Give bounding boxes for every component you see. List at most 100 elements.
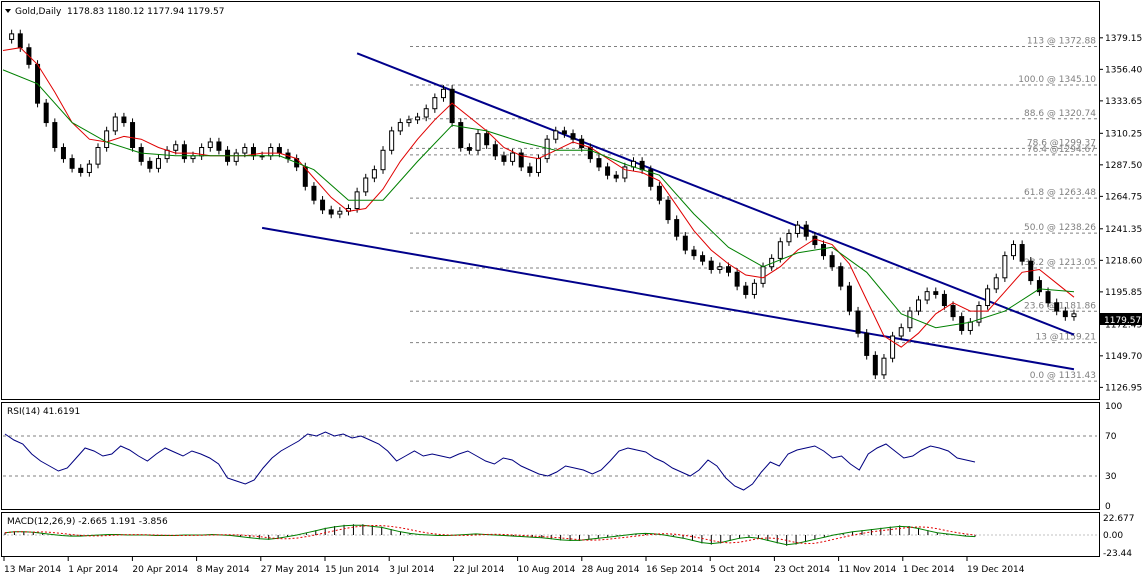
macd-tick-label: 22.677 — [1103, 514, 1135, 524]
candle-body — [846, 285, 852, 312]
candle-body — [1002, 255, 1008, 279]
candle-body — [371, 169, 377, 179]
macd-label: MACD(12,26,9) -2.665 1.191 -3.856 — [7, 517, 168, 527]
candle-body — [570, 133, 576, 140]
current-price-tag — [1100, 313, 1142, 325]
date-tick-label: 13 Mar 2014 — [4, 565, 61, 575]
date-tick-label: 16 Sep 2014 — [646, 565, 703, 575]
date-tick-label: 1 Apr 2014 — [68, 565, 118, 575]
price-tick-label: 1333.65 — [1105, 97, 1142, 107]
candle-body — [976, 305, 982, 323]
candle-body — [78, 167, 84, 173]
candle-body — [933, 291, 939, 295]
candle-body — [708, 260, 714, 270]
candle-body — [1045, 291, 1051, 304]
candle-body — [458, 122, 464, 149]
candle-body — [898, 327, 904, 337]
date-tick-label: 10 Aug 2014 — [518, 565, 576, 575]
candle-body — [1036, 280, 1042, 293]
candle-body — [164, 149, 170, 160]
rsi-tick-label: 0 — [1105, 502, 1111, 512]
candle-body — [665, 199, 671, 221]
candle-body — [17, 33, 23, 49]
candle-body — [1062, 310, 1068, 318]
candle-body — [69, 158, 75, 169]
candle-body — [112, 116, 118, 132]
fib-level-label: 0.0 @ 1131.43 — [1030, 371, 1096, 381]
candle-body — [561, 130, 567, 135]
candle-body — [268, 147, 274, 157]
candle-body — [700, 255, 706, 262]
candle-body — [924, 291, 930, 301]
price-tick-label: 1379.15 — [1105, 34, 1142, 44]
candle-body — [527, 166, 533, 173]
candle-body — [518, 152, 524, 168]
fib-level-label: 78.6 @1299.37 — [1027, 138, 1096, 148]
date-tick-label: 22 Jul 2014 — [453, 565, 504, 575]
date-tick-label: 1 Dec 2014 — [903, 565, 955, 575]
macd-signal-line — [4, 524, 976, 545]
candle-body — [363, 177, 369, 193]
candle-body — [734, 271, 740, 287]
date-tick-label: 8 May 2014 — [197, 565, 250, 575]
candle-body — [466, 147, 472, 151]
candle-body — [985, 288, 991, 307]
price-tick-label: 1172.45 — [1105, 320, 1142, 330]
candle-body — [510, 152, 516, 162]
ma-red-line — [2, 47, 1075, 348]
candle-body — [406, 119, 412, 124]
candle-body — [397, 122, 403, 132]
candle-body — [147, 160, 153, 169]
candle-body — [691, 249, 697, 257]
price-tick-label: 1264.75 — [1105, 192, 1142, 202]
candle-body — [674, 219, 680, 237]
candle-body — [993, 277, 999, 290]
candle-body — [587, 147, 593, 160]
candle-body — [492, 144, 498, 157]
candle-body — [423, 108, 429, 118]
candle-body — [838, 266, 844, 287]
macd-indicator: 22.677 0.00 -23.44 — [3, 514, 1135, 559]
candle-body — [717, 266, 723, 270]
fib-level-label: 50.0 @ 1238.26 — [1024, 223, 1096, 233]
fibonacci-levels: 113 @ 1372.88 100.0 @ 1345.10 88.6 @ 1320.… — [410, 37, 1097, 382]
rsi-tick-label: 70 — [1105, 432, 1117, 442]
price-axis: 1379.15 1356.40 1333.65 1310.25 1287.50 1264.… — [1099, 34, 1142, 393]
candle-body — [484, 133, 490, 146]
ma-green-line — [2, 69, 1075, 329]
date-tick-label: 28 Aug 2014 — [582, 565, 640, 575]
date-tick-label: 20 Apr 2014 — [132, 565, 188, 575]
candle-body — [786, 232, 792, 243]
candle-body — [803, 224, 809, 237]
candle-body — [233, 152, 239, 162]
rsi-tick-label: 30 — [1105, 472, 1117, 482]
candle-body — [302, 166, 308, 187]
current-price-label: 1179.57 — [1104, 316, 1141, 326]
candle-body — [751, 282, 757, 295]
candle-body — [415, 116, 421, 121]
candle-body — [950, 305, 956, 318]
fib-level-label: 88.6 @ 1320.74 — [1024, 109, 1096, 119]
date-tick-label: 19 Dec 2014 — [967, 565, 1025, 575]
candle-body — [121, 116, 127, 124]
collapse-triangle-icon[interactable] — [5, 9, 11, 13]
fib-level-label: 76.4 @1294.67 — [1027, 145, 1096, 155]
candle-body — [328, 209, 334, 215]
candle-body — [95, 147, 101, 165]
candle-body — [276, 147, 282, 154]
candle-body — [86, 163, 92, 173]
candle-body — [941, 293, 947, 307]
candle-body — [1054, 302, 1060, 312]
candle-body — [553, 130, 559, 140]
date-tick-label: 3 Jul 2014 — [389, 565, 434, 575]
candle-body — [1071, 313, 1077, 318]
candle-body — [130, 122, 136, 149]
price-tick-label: 1241.35 — [1105, 225, 1142, 235]
price-tick-label: 1356.40 — [1105, 65, 1142, 75]
candle-body — [1019, 244, 1025, 262]
fib-level-label: 100.0 @ 1345.10 — [1018, 75, 1096, 85]
price-tick-label: 1126.95 — [1105, 383, 1142, 393]
price-tick-label: 1287.50 — [1105, 161, 1142, 171]
rsi-label: RSI(14) 41.6191 — [7, 407, 80, 417]
candle-body — [639, 160, 645, 171]
